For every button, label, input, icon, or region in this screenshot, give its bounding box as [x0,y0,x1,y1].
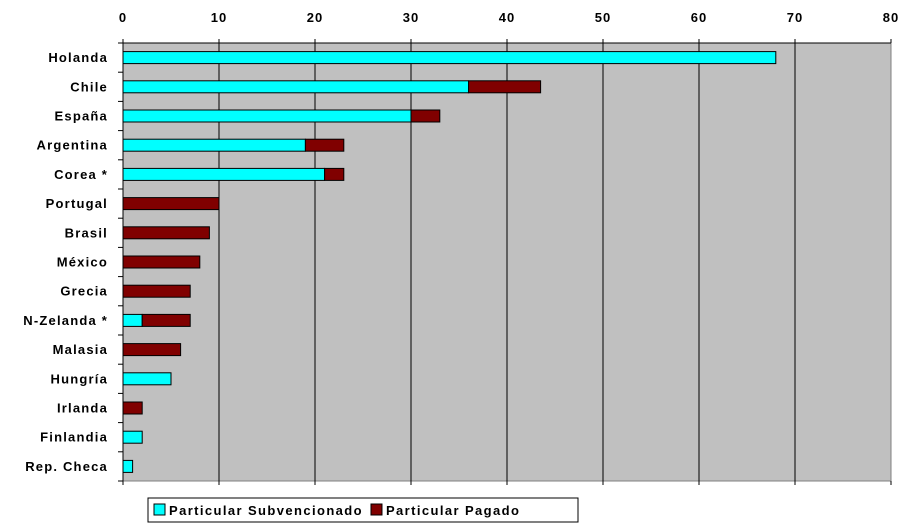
x-tick-label: 30 [403,10,419,25]
bar-pagado [122,401,143,415]
legend-swatch [153,503,166,516]
legend: Particular Subvencionado Particular Pagad… [147,497,579,523]
bar-pagado [122,226,210,240]
category-label: Brasil [65,225,108,240]
category-label: Grecia [60,284,108,299]
x-tick-label: 80 [883,10,899,25]
x-tick-label: 40 [499,10,515,25]
bar-pagado [141,313,191,327]
category-label: Finlandia [40,430,108,445]
bar-subvencionado [122,51,777,65]
x-tick-label: 10 [211,10,227,25]
x-tick-label: 0 [119,10,127,25]
category-label: Holanda [48,50,108,65]
legend-box [147,497,579,523]
category-label: Portugal [46,196,108,211]
category-label: Malasia [53,342,108,357]
x-tick-label: 50 [595,10,611,25]
bar-pagado [304,138,345,152]
category-label: Hungría [50,371,108,386]
bar-subvencionado [122,80,470,94]
bar-pagado [468,80,542,94]
bar-pagado [122,343,182,357]
bar-subvencionado [122,459,134,473]
bar-pagado [122,284,191,298]
legend-label: Particular Subvencionado [169,503,363,518]
bar-subvencionado [122,138,306,152]
bar-pagado [324,167,345,181]
category-label: España [55,109,108,124]
category-label: N-Zelanda * [23,313,108,328]
bar-subvencionado [122,430,143,444]
category-label: Corea * [54,167,108,182]
bar-pagado [410,109,441,123]
legend-label: Particular Pagado [386,503,520,518]
category-label: México [57,255,108,270]
x-tick-label: 20 [307,10,323,25]
legend-swatch [370,503,383,516]
category-label: Argentina [37,138,108,153]
bar-subvencionado [122,109,412,123]
category-label: Rep. Checa [25,459,108,474]
category-label: Irlanda [57,401,108,416]
bar-subvencionado [122,372,172,386]
bar-subvencionado [122,313,143,327]
bar-subvencionado [122,167,326,181]
x-tick-label: 60 [691,10,707,25]
category-label: Chile [70,79,108,94]
bar-pagado [122,197,220,211]
bar-pagado [122,255,201,269]
x-tick-label: 70 [787,10,803,25]
